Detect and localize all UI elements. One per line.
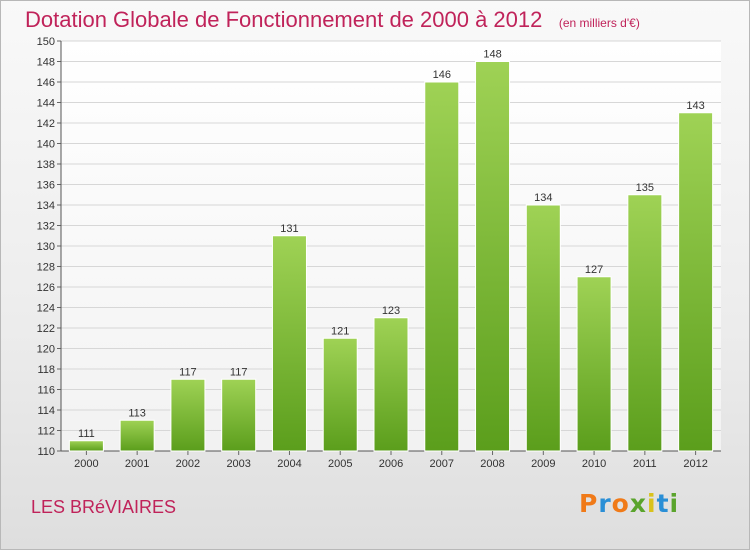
title-main: Dotation Globale de Fonctionnement de 20… [25,7,543,32]
y-tick-label: 142 [37,118,55,130]
y-tick-label: 140 [37,139,55,151]
x-tick-label-2011: 2011 [633,458,657,470]
x-tick-label-2004: 2004 [277,458,301,470]
y-tick-label: 134 [37,200,55,212]
data-label-2011: 135 [636,182,654,194]
x-tick-label-2008: 2008 [480,458,504,470]
x-tick-label-2009: 2009 [531,458,555,470]
bar-2003 [221,378,257,452]
bar-2002 [170,378,206,452]
title-unit: (en milliers d'€) [558,16,640,30]
x-tick-label-2012: 2012 [683,458,707,470]
y-tick-label: 120 [37,344,55,356]
bar-2011 [627,194,663,452]
bar-2012 [678,112,714,452]
y-tick-label: 148 [37,57,55,69]
data-label-2012: 143 [686,100,704,112]
proxiti-logo: Proxiti [579,489,680,518]
data-label-2000: 111 [78,428,95,440]
y-tick-label: 112 [37,426,55,438]
bar-2004 [271,235,307,452]
y-tick-label: 132 [37,221,55,233]
y-tick-label: 114 [37,405,55,417]
data-label-2003: 117 [230,366,248,378]
bar-2009 [525,204,561,452]
y-tick-label: 124 [37,303,55,315]
y-tick-label: 136 [37,180,55,192]
x-tick-label-2001: 2001 [125,458,149,470]
x-tick-label-2003: 2003 [226,458,250,470]
bar-2010 [576,276,612,452]
y-tick-label: 138 [37,159,55,171]
x-tick-label-2007: 2007 [430,458,454,470]
bar-2005 [322,337,358,452]
x-tick-label-2002: 2002 [176,458,200,470]
x-tick-label-2005: 2005 [328,458,352,470]
data-label-2002: 117 [179,366,197,378]
commune-name: LES BRéVIAIRES [31,497,177,517]
y-tick-label: 150 [37,36,55,48]
x-tick-label-2000: 2000 [74,458,98,470]
y-tick-label: 130 [37,241,55,253]
bar-2006 [373,317,409,452]
data-label-2005: 121 [331,325,349,337]
y-tick-label: 144 [37,98,55,110]
y-tick-label: 116 [37,385,55,397]
bar-2008 [475,61,511,452]
y-tick-label: 126 [37,282,55,294]
y-tick-label: 110 [37,446,55,458]
chart-title: Dotation Globale de Fonctionnement de 20… [25,7,640,33]
y-tick-label: 146 [37,77,55,89]
y-tick-label: 118 [37,364,55,376]
data-label-2008: 148 [483,49,501,61]
x-tick-label-2010: 2010 [582,458,606,470]
y-tick-label: 128 [37,262,55,274]
x-tick-label-2006: 2006 [379,458,403,470]
data-label-2004: 131 [280,223,298,235]
bar-2001 [119,419,155,452]
data-label-2001: 113 [128,407,146,419]
bar-2000 [68,440,104,452]
y-tick-label: 122 [37,323,55,335]
bar-2007 [424,81,460,452]
data-label-2006: 123 [382,305,400,317]
data-label-2009: 134 [534,192,552,204]
data-label-2010: 127 [585,264,603,276]
data-label-2007: 146 [433,69,451,81]
